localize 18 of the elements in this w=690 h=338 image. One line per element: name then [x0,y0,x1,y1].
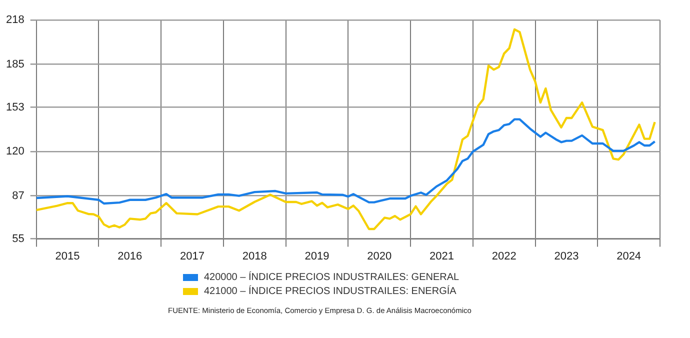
x-tick-label: 2015 [55,250,80,262]
x-tick-label: 2017 [180,250,205,262]
x-tick-label: 2023 [554,250,579,262]
y-tick-label: 185 [6,58,24,70]
x-tick-label: 2018 [242,250,267,262]
x-tick-label: 2022 [492,250,516,262]
legend-label: 421000 – ÍNDICE PRECIOS INDUSTRAILES: ENERGÍA [204,286,456,296]
x-tick-label: 2016 [118,250,142,262]
x-tick-label: 2020 [367,250,392,262]
x-tick-label: 2024 [616,250,642,262]
y-tick-label: 55 [12,232,24,245]
x-tick-label: 2019 [304,250,330,262]
legend-label: 420000 – ÍNDICE PRECIOS INDUSTRAILES: GENERAL [204,272,460,282]
y-tick-label: 153 [6,101,24,114]
x-tick-label: 2021 [429,250,454,262]
y-tick-label: 87 [12,190,24,202]
y-tick-label: 218 [6,14,24,26]
y-tick-label: 120 [6,146,24,158]
